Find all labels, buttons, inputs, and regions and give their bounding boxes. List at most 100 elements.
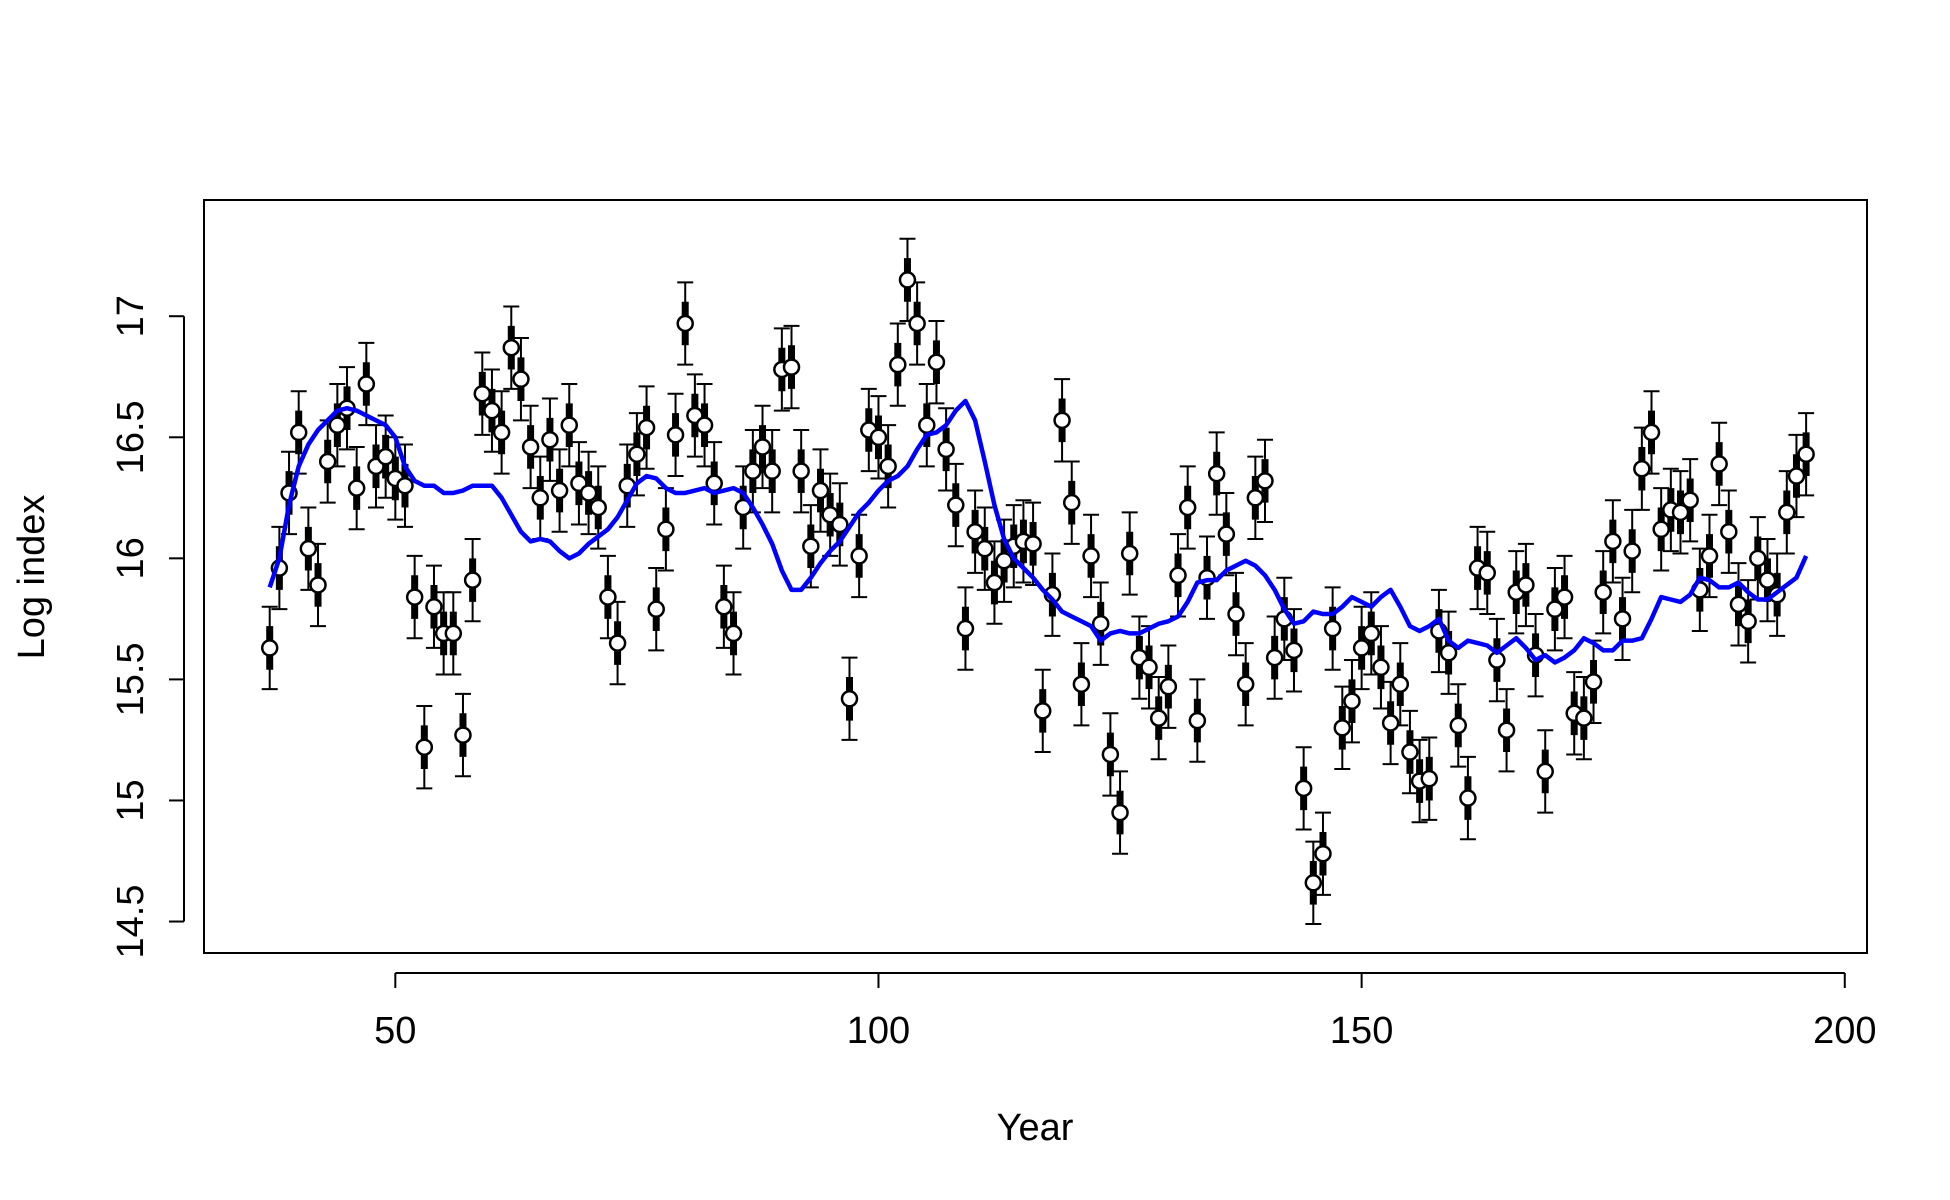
point [1546, 600, 1564, 618]
point [1401, 743, 1419, 761]
point [724, 624, 743, 643]
plot-box [203, 199, 1868, 954]
point [1285, 641, 1303, 660]
point [531, 489, 550, 507]
point [1497, 721, 1516, 739]
y-tick-label: 14.5 [110, 885, 152, 959]
point [1343, 692, 1361, 710]
y-tick-label: 16.5 [110, 400, 152, 474]
point [995, 552, 1013, 570]
point [473, 384, 492, 403]
point [328, 416, 347, 434]
point [1178, 498, 1197, 517]
point [1681, 491, 1699, 509]
point [937, 440, 955, 459]
point [802, 537, 820, 555]
y-axis-title: Log index [11, 495, 53, 660]
point [512, 370, 530, 388]
point [376, 447, 395, 466]
point [1700, 547, 1719, 565]
smooth-line [267, 398, 1809, 665]
point [502, 338, 521, 357]
point [318, 452, 337, 471]
point [966, 522, 984, 541]
point [550, 481, 569, 500]
point [1352, 639, 1371, 657]
point [898, 271, 917, 289]
point [1246, 489, 1265, 507]
point [1739, 612, 1757, 631]
point [357, 375, 376, 393]
point [454, 726, 472, 744]
point [1217, 525, 1236, 543]
point [1333, 719, 1352, 737]
point [1207, 464, 1226, 483]
point [1149, 709, 1168, 727]
point [1517, 576, 1535, 594]
y-tick-label: 15 [110, 779, 152, 821]
point [956, 619, 975, 638]
point [1720, 522, 1738, 541]
point [1314, 844, 1332, 863]
point [850, 547, 868, 565]
point [589, 498, 607, 517]
point [927, 353, 946, 371]
point [763, 462, 781, 480]
point [647, 600, 665, 618]
point [405, 588, 424, 606]
x-tick-label: 50 [374, 1010, 416, 1052]
point [869, 428, 888, 447]
point [1584, 673, 1603, 691]
point [1536, 762, 1554, 781]
point [811, 481, 830, 500]
point [1439, 644, 1458, 662]
point [444, 624, 463, 643]
point [1169, 566, 1187, 585]
point [695, 416, 714, 434]
y-tick-label: 16 [110, 537, 152, 579]
point [1575, 709, 1593, 727]
point [889, 355, 907, 374]
point [521, 438, 540, 456]
point [1304, 874, 1323, 892]
point [1729, 595, 1748, 614]
point [560, 416, 579, 434]
x-axis-title: Year [997, 1107, 1074, 1149]
point [260, 639, 279, 657]
point [985, 573, 1004, 592]
point [1294, 779, 1313, 798]
point [1594, 583, 1612, 601]
point [1478, 564, 1496, 582]
point [1613, 610, 1632, 628]
point [396, 476, 414, 495]
point [309, 576, 327, 594]
point [492, 423, 511, 442]
point [1372, 658, 1390, 677]
point [1256, 472, 1274, 490]
point [637, 418, 656, 437]
point [1072, 675, 1091, 693]
point [1236, 675, 1255, 693]
point [792, 462, 810, 480]
point [608, 634, 627, 652]
point [1555, 588, 1574, 606]
point [1024, 535, 1042, 553]
point [1391, 675, 1410, 693]
point [1053, 411, 1071, 430]
point [908, 314, 926, 333]
x-tick-label: 100 [847, 1010, 910, 1052]
point [918, 416, 936, 434]
point [1033, 702, 1052, 720]
point [1459, 789, 1477, 807]
point [1420, 769, 1439, 788]
point [599, 588, 617, 606]
x-tick-label: 150 [1330, 1010, 1393, 1052]
point [1091, 614, 1110, 633]
point [299, 539, 318, 558]
point [1642, 423, 1661, 442]
point [1062, 493, 1081, 512]
y-tick-label: 15.5 [110, 642, 152, 716]
point [782, 358, 801, 376]
